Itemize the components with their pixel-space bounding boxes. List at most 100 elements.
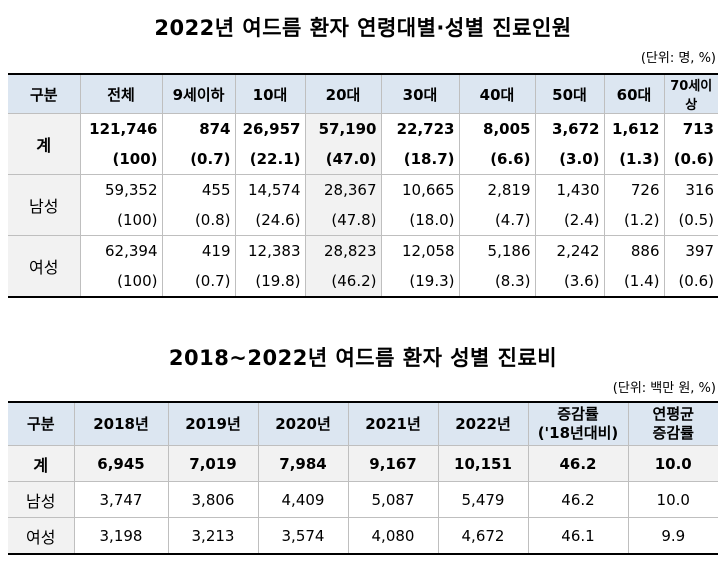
row-label: 여성 [8, 235, 81, 297]
value-cell: 3,806 [167, 481, 259, 518]
pct-cell: (4.7) [458, 205, 536, 236]
header-cell: 30대 [380, 73, 460, 114]
pct-cell: (0.6) [663, 266, 718, 298]
pct-cell: (47.0) [304, 144, 382, 175]
value-cell: 3,213 [167, 517, 259, 555]
treatment-cost-by-sex-table: 구분 2018년 2019년 2020년 2021년 2022년 증감률 ('1… [8, 401, 718, 555]
table1-row-male-pcts: (100) (0.8) (24.6) (47.8) (18.0) (4.7) (… [8, 205, 718, 236]
pct-cell: (0.6) [663, 144, 718, 175]
pct-cell: (18.0) [380, 205, 460, 236]
growth-header: 증감률 ('18년대비) [527, 401, 629, 446]
count-cell: 22,723 [380, 113, 460, 144]
header-cell: 70세이상 [663, 73, 718, 114]
count-cell: 397 [663, 235, 718, 266]
value-cell: 4,672 [437, 517, 529, 555]
count-cell: 62,394 [79, 235, 163, 266]
value-cell: 9.9 [627, 517, 718, 555]
value-cell: 46.2 [527, 481, 629, 518]
pct-cell: (19.3) [380, 266, 460, 298]
table2-header-row: 구분 2018년 2019년 2020년 2021년 2022년 증감률 ('1… [8, 401, 718, 446]
table2-unit: (단위: 백만 원, %) [612, 381, 716, 396]
value-cell: 46.2 [527, 445, 629, 482]
header-cell: 9세이하 [161, 73, 236, 114]
count-cell: 713 [663, 113, 718, 144]
value-cell: 9,167 [347, 445, 439, 482]
count-cell: 316 [663, 174, 718, 205]
patients-by-age-sex-table: 구분 전체 9세이하 10대 20대 30대 40대 50대 60대 70세이상… [8, 73, 718, 298]
count-cell: 1,612 [603, 113, 665, 144]
count-cell: 26,957 [234, 113, 306, 144]
value-cell: 3,747 [73, 481, 169, 518]
count-cell: 28,823 [304, 235, 382, 266]
count-cell: 57,190 [304, 113, 382, 144]
header-cell: 60대 [603, 73, 665, 114]
table1-row-male-counts: 남성 59,352 455 14,574 28,367 10,665 2,819… [8, 174, 718, 236]
value-cell: 5,087 [347, 481, 439, 518]
pct-cell: (18.7) [380, 144, 460, 175]
table2-title: 2018~2022년 여드름 환자 성별 진료비 [168, 346, 558, 370]
row-label: 계 [8, 445, 75, 482]
table1-row-total-pcts: (100) (0.7) (22.1) (47.0) (18.7) (6.6) (… [8, 144, 718, 175]
count-cell: 12,058 [380, 235, 460, 266]
pct-cell: (24.6) [234, 205, 306, 236]
avg-header-line2: 증감률 [652, 424, 694, 442]
table1-row-female-pcts: (100) (0.7) (19.8) (46.2) (19.3) (8.3) (… [8, 266, 718, 298]
header-cell: 10대 [234, 73, 306, 114]
table1-title: 2022년 여드름 환자 연령대별·성별 진료인원 [154, 16, 572, 40]
table1-row-total-counts: 계 121,746 874 26,957 57,190 22,723 8,005… [8, 113, 718, 175]
pct-cell: (3.0) [534, 144, 605, 175]
header-cell: 2020년 [257, 401, 349, 446]
pct-cell: (3.6) [534, 266, 605, 298]
value-cell: 10.0 [627, 481, 718, 518]
header-cell: 2022년 [437, 401, 529, 446]
value-cell: 10,151 [437, 445, 529, 482]
count-cell: 14,574 [234, 174, 306, 205]
count-cell: 726 [603, 174, 665, 205]
header-cell: 2019년 [167, 401, 259, 446]
count-cell: 28,367 [304, 174, 382, 205]
pct-cell: (8.3) [458, 266, 536, 298]
count-cell: 8,005 [458, 113, 536, 144]
avg-growth-header: 연평균 증감률 [627, 401, 718, 446]
pct-cell: (0.7) [161, 144, 236, 175]
count-cell: 874 [161, 113, 236, 144]
pct-cell: (46.2) [304, 266, 382, 298]
count-cell: 10,665 [380, 174, 460, 205]
table2-row-total: 계 6,945 7,019 7,984 9,167 10,151 46.2 10… [8, 445, 718, 482]
header-cell: 구분 [8, 401, 75, 446]
growth-header-line2: ('18년대비) [537, 424, 619, 442]
value-cell: 7,019 [167, 445, 259, 482]
header-cell: 50대 [534, 73, 605, 114]
count-cell: 2,242 [534, 235, 605, 266]
table2-row-female: 여성 3,198 3,213 3,574 4,080 4,672 46.1 9.… [8, 517, 718, 555]
pct-cell: (1.2) [603, 205, 665, 236]
value-cell: 5,479 [437, 481, 529, 518]
value-cell: 10.0 [627, 445, 718, 482]
pct-cell: (1.3) [603, 144, 665, 175]
value-cell: 6,945 [73, 445, 169, 482]
count-cell: 12,383 [234, 235, 306, 266]
count-cell: 2,819 [458, 174, 536, 205]
header-cell: 40대 [458, 73, 536, 114]
pct-cell: (1.4) [603, 266, 665, 298]
count-cell: 886 [603, 235, 665, 266]
table1-header-row: 구분 전체 9세이하 10대 20대 30대 40대 50대 60대 70세이상 [8, 73, 718, 114]
pct-cell: (100) [79, 144, 163, 175]
row-label: 남성 [8, 481, 75, 518]
pct-cell: (22.1) [234, 144, 306, 175]
header-cell: 전체 [79, 73, 163, 114]
row-label: 남성 [8, 174, 81, 236]
header-cell: 20대 [304, 73, 382, 114]
count-cell: 59,352 [79, 174, 163, 205]
avg-header-line1: 연평균 [652, 405, 694, 423]
count-cell: 419 [161, 235, 236, 266]
count-cell: 1,430 [534, 174, 605, 205]
table2-row-male: 남성 3,747 3,806 4,409 5,087 5,479 46.2 10… [8, 481, 718, 518]
pct-cell: (100) [79, 205, 163, 236]
value-cell: 4,409 [257, 481, 349, 518]
pct-cell: (19.8) [234, 266, 306, 298]
table1-row-female-counts: 여성 62,394 419 12,383 28,823 12,058 5,186… [8, 235, 718, 297]
pct-cell: (0.5) [663, 205, 718, 236]
value-cell: 7,984 [257, 445, 349, 482]
table1-unit: (단위: 명, %) [640, 51, 716, 66]
